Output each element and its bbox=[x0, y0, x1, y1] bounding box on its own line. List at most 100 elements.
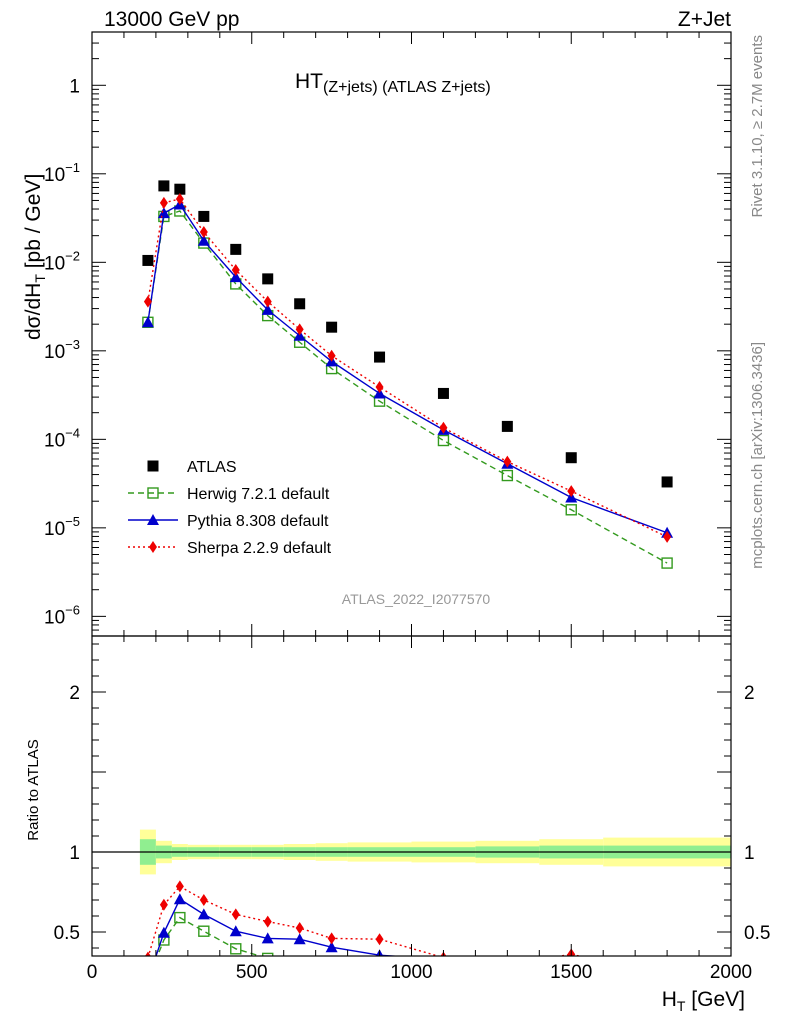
legend-label-pythia: Pythia 8.308 default bbox=[187, 513, 329, 530]
y-tick-label-main: 10−4 bbox=[44, 425, 80, 451]
legend-marker-pythia bbox=[147, 514, 159, 525]
y-tick-label-ratio-right: 0.5 bbox=[744, 923, 770, 944]
tick-base: 10 bbox=[44, 607, 65, 628]
x-tick-label: 1000 bbox=[390, 962, 432, 983]
data-point-herwig bbox=[565, 504, 577, 516]
legend-label-sherpa: Sherpa 2.2.9 default bbox=[187, 540, 332, 557]
ratio-point-sherpa bbox=[327, 932, 336, 945]
data-point-atlas bbox=[198, 210, 210, 222]
tick-base: 10 bbox=[44, 519, 65, 540]
ratio-point-pythia bbox=[173, 893, 186, 905]
mcplots-label: mcplots.cern.ch [arXiv:1306.3436] bbox=[749, 342, 766, 569]
tick-exponent: −1 bbox=[65, 160, 80, 175]
data-point-atlas bbox=[437, 387, 449, 399]
ylabel-main: dσ/dH bbox=[22, 283, 45, 340]
ratio-point-sherpa bbox=[175, 880, 184, 893]
x-axis-label: HT [GeV] bbox=[662, 988, 745, 1014]
y-tick-label-ratio: 0.5 bbox=[54, 923, 80, 944]
header-left-label: 13000 GeV pp bbox=[104, 8, 239, 31]
data-point-atlas bbox=[661, 476, 673, 488]
y-tick-label-ratio-right: 2 bbox=[744, 683, 755, 704]
data-point-pythia bbox=[157, 207, 170, 219]
data-point-pythia bbox=[141, 316, 154, 328]
data-point-sherpa bbox=[175, 192, 184, 205]
ylabel-unit: [pb / GeV] bbox=[22, 174, 45, 274]
data-point-herwig bbox=[661, 557, 673, 569]
main-y-axis-label: dσ/dHT [pb / GeV] bbox=[22, 174, 48, 340]
title-suffix: (ATLAS Z+jets) bbox=[378, 79, 491, 96]
ratio-point-pythia bbox=[293, 933, 306, 945]
y-tick-label-main: 10−2 bbox=[44, 248, 80, 274]
title-main: HT bbox=[295, 70, 323, 93]
data-point-atlas bbox=[174, 183, 186, 195]
data-point-sherpa bbox=[327, 349, 336, 362]
header-right-label: Z+Jet bbox=[678, 8, 731, 31]
rivet-version-label: Rivet 3.1.10, ≥ 2.7M events bbox=[749, 35, 766, 218]
ratio-point-pythia bbox=[157, 926, 170, 938]
data-point-sherpa bbox=[375, 381, 384, 394]
ratio-point-pythia bbox=[142, 974, 154, 985]
analysis-watermark: ATLAS_2022_I2077570 bbox=[342, 591, 491, 607]
legend-label-atlas: ATLAS bbox=[187, 459, 237, 476]
data-point-sherpa bbox=[503, 455, 512, 468]
ratio-point-herwig bbox=[375, 975, 385, 985]
ratio-point-pythia bbox=[261, 932, 274, 944]
ratio-point-herwig bbox=[438, 981, 448, 991]
tick-base: 10 bbox=[44, 342, 65, 363]
xlabel-unit: [GeV] bbox=[685, 988, 745, 1011]
data-point-atlas bbox=[501, 420, 513, 432]
ratio-line-sherpa bbox=[147, 885, 583, 956]
tick-base: 10 bbox=[44, 165, 65, 186]
tick-exponent: −5 bbox=[65, 514, 80, 529]
ratio-point-sherpa bbox=[159, 898, 168, 911]
tick-exponent: −2 bbox=[65, 248, 80, 263]
ratio-point-herwig bbox=[230, 943, 242, 955]
y-tick-label-ratio: 1 bbox=[69, 843, 80, 864]
xlabel-subscript: T bbox=[677, 998, 686, 1014]
data-point-sherpa bbox=[231, 263, 240, 276]
ratio-point-sherpa bbox=[295, 922, 304, 934]
ratio-point-herwig bbox=[198, 925, 210, 937]
title-subscript: (Z+jets) bbox=[323, 79, 378, 96]
data-point-atlas bbox=[262, 273, 274, 285]
data-point-sherpa bbox=[663, 530, 672, 543]
data-point-atlas bbox=[158, 180, 170, 192]
y-tick-label-main: 10−6 bbox=[44, 602, 80, 628]
tick-exponent: −6 bbox=[65, 602, 80, 617]
data-point-atlas bbox=[565, 452, 577, 464]
main-plot-title: HT(Z+jets) (ATLAS Z+jets) bbox=[295, 70, 491, 96]
data-point-sherpa bbox=[143, 295, 152, 308]
ylabel-subscript: T bbox=[32, 274, 48, 283]
ratio-point-sherpa bbox=[263, 915, 272, 928]
x-tick-label: 500 bbox=[236, 962, 268, 983]
series-line-herwig bbox=[147, 210, 668, 564]
y-tick-label-main: 10−1 bbox=[44, 160, 80, 186]
ratio-point-pythia bbox=[661, 966, 673, 977]
data-point-sherpa bbox=[263, 295, 272, 308]
data-point-atlas bbox=[230, 243, 242, 255]
ratio-point-pythia bbox=[325, 941, 338, 953]
x-tick-label: 1500 bbox=[550, 962, 592, 983]
ratio-point-herwig bbox=[295, 961, 305, 971]
y-tick-label-main: 1 bbox=[69, 76, 80, 97]
ratio-point-herwig bbox=[327, 967, 337, 977]
ratio-plot-frame bbox=[91, 635, 732, 957]
y-tick-label-ratio-right: 1 bbox=[744, 843, 755, 864]
data-point-atlas bbox=[294, 298, 306, 310]
data-point-pythia bbox=[261, 303, 274, 315]
legend-marker-atlas bbox=[147, 460, 159, 472]
tick-exponent: −3 bbox=[65, 337, 80, 352]
ratio-point-pythia bbox=[501, 958, 513, 969]
tick-base: 10 bbox=[44, 253, 65, 274]
legend-label-herwig: Herwig 7.2.1 default bbox=[187, 486, 330, 503]
ratio-point-herwig bbox=[174, 911, 186, 924]
y-tick-label-ratio: 2 bbox=[69, 683, 80, 704]
data-point-pythia bbox=[197, 234, 210, 246]
tick-base: 10 bbox=[44, 430, 65, 451]
data-point-herwig bbox=[501, 469, 514, 482]
ratio-point-sherpa bbox=[375, 933, 384, 946]
data-point-pythia bbox=[229, 271, 242, 283]
data-point-sherpa bbox=[199, 226, 208, 239]
y-tick-label-main: 10−5 bbox=[44, 514, 80, 540]
